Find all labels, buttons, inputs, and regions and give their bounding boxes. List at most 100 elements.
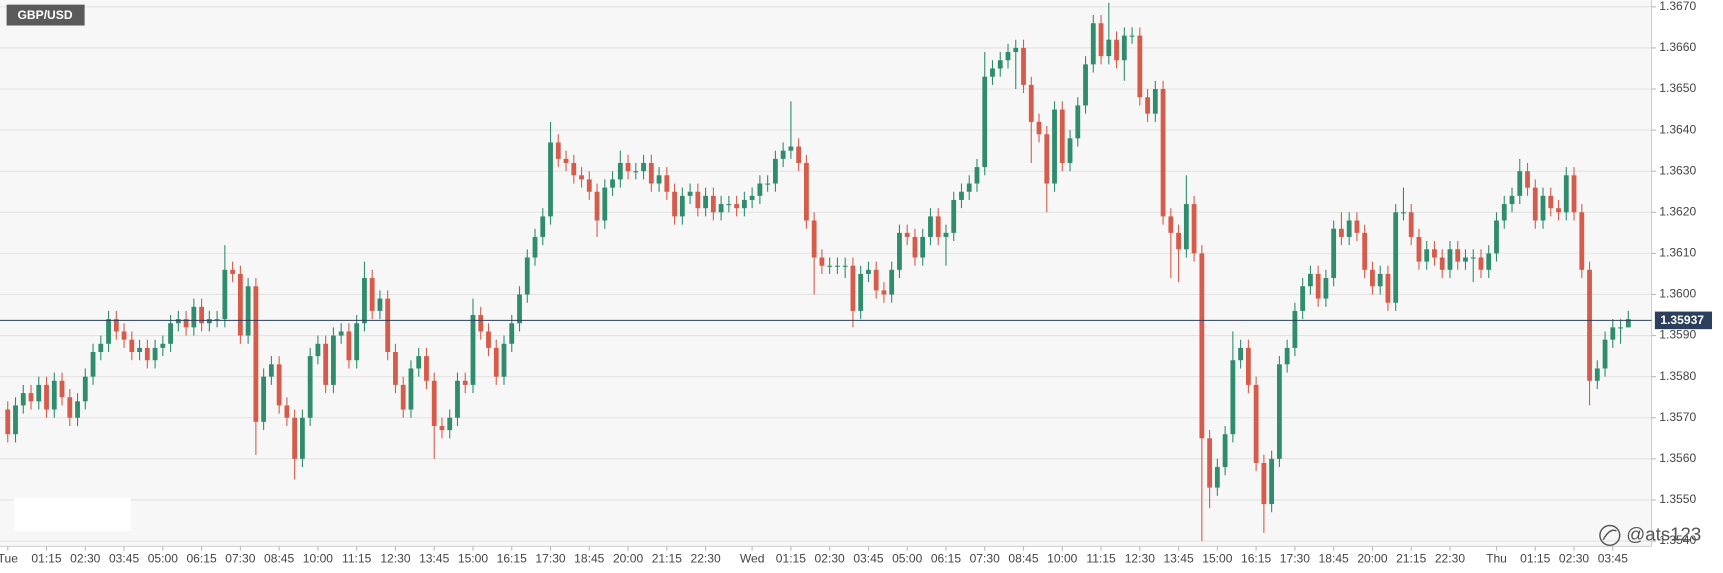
candle-body — [1129, 35, 1135, 37]
last-price-label: 1.35937 — [1660, 313, 1704, 327]
candle-body — [788, 146, 794, 151]
x-tick-label: 15:00 — [458, 552, 489, 566]
candle-body — [121, 331, 127, 340]
candle-body — [765, 183, 771, 185]
candle-body — [517, 294, 522, 324]
candle-body — [656, 175, 662, 184]
candle-body — [82, 376, 88, 402]
candle-body — [1308, 273, 1313, 287]
candle-body — [1207, 438, 1213, 488]
candle-body — [1145, 97, 1150, 114]
candle-body — [144, 347, 150, 361]
x-tick-label: 20:00 — [613, 552, 644, 566]
candle-body — [268, 364, 274, 377]
candle-body — [1284, 347, 1290, 365]
candle-body — [431, 380, 437, 426]
candle-body — [873, 269, 879, 291]
candle-body — [137, 347, 142, 353]
x-tick-label: 16:15 — [497, 552, 528, 566]
plot-background — [0, 0, 1652, 546]
x-tick-label: 07:30 — [970, 552, 1001, 566]
y-tick-label: 1.3610 — [1659, 246, 1696, 260]
candle-body — [1269, 458, 1275, 505]
candle-body — [648, 162, 654, 184]
candle-body — [602, 187, 608, 221]
candle-body — [1354, 220, 1360, 233]
candle-body — [28, 393, 34, 402]
candle-body — [1556, 208, 1561, 213]
candle-body — [455, 380, 460, 418]
candle-body — [1199, 253, 1205, 439]
symbol-badge — [6, 4, 85, 26]
candle-body — [897, 232, 902, 270]
last-price-badge — [1654, 311, 1713, 330]
candle-body — [261, 376, 267, 422]
x-tick-label: 02:30 — [70, 552, 101, 566]
candle-body — [687, 191, 693, 196]
candle-body — [1594, 368, 1600, 381]
candle-body — [354, 323, 360, 361]
x-tick-label: 22:30 — [1435, 552, 1466, 566]
candle-body — [1416, 236, 1422, 262]
x-tick-label: 01:15 — [31, 552, 62, 566]
candle-body — [943, 232, 949, 237]
candle-body — [842, 265, 848, 267]
candle-body — [75, 401, 80, 418]
candle-body — [1106, 39, 1112, 57]
candle-body — [803, 162, 809, 221]
candle-body — [1447, 249, 1453, 270]
candle-body — [1036, 121, 1042, 135]
y-tick-label: 1.3540 — [1659, 533, 1696, 547]
candle-body — [1432, 249, 1437, 258]
y-tick-label: 1.3550 — [1659, 492, 1696, 506]
candle-body — [959, 191, 964, 200]
candle-body — [20, 393, 26, 406]
candle-body — [1238, 347, 1244, 361]
candle-body — [1323, 278, 1329, 299]
candle-body — [749, 195, 755, 200]
candle-body — [1618, 327, 1623, 329]
candle-body — [858, 273, 864, 311]
candle-body — [1532, 187, 1538, 221]
candle-body — [928, 216, 933, 237]
candle-body — [160, 343, 166, 348]
candle-body — [1563, 175, 1569, 213]
candle-body — [780, 150, 786, 159]
y-tick-label: 1.3570 — [1659, 410, 1696, 424]
candle-body — [400, 384, 406, 410]
candle-body — [1160, 89, 1166, 217]
blank-panel — [14, 498, 131, 531]
candle-body — [191, 306, 197, 328]
candle-body — [1548, 195, 1554, 209]
candle-body — [1509, 195, 1515, 205]
candle-body — [1501, 204, 1507, 221]
candle-body — [1214, 467, 1220, 488]
candle-body — [1339, 228, 1344, 237]
candle-body — [1005, 52, 1011, 61]
candle-body — [5, 409, 11, 435]
candle-body — [718, 204, 724, 213]
candle-body — [1331, 228, 1337, 279]
y-tick-label: 1.3580 — [1659, 369, 1696, 383]
y-tick-label: 1.3670 — [1659, 0, 1696, 13]
candle-body — [881, 290, 887, 295]
y-tick-label: 1.3660 — [1659, 40, 1696, 54]
candle-body — [997, 60, 1003, 69]
candle-body — [237, 273, 243, 336]
x-tick-label: 02:30 — [1559, 552, 1590, 566]
x-tick-label: 18:45 — [1319, 552, 1350, 566]
x-tick-label: 11:15 — [342, 552, 372, 566]
candle-body — [625, 162, 631, 172]
candle-body — [1044, 134, 1050, 184]
candle-body — [276, 364, 282, 406]
x-tick-label: 01:15 — [1520, 552, 1551, 566]
candle-body — [1075, 105, 1081, 139]
candle-body — [1021, 47, 1026, 85]
candle-body — [51, 380, 57, 410]
x-tick-label: 02:30 — [815, 552, 846, 566]
candle-body — [129, 339, 135, 353]
candle-body — [672, 191, 677, 217]
x-tick-label: 12:30 — [1125, 552, 1156, 566]
candle-body — [299, 417, 305, 459]
